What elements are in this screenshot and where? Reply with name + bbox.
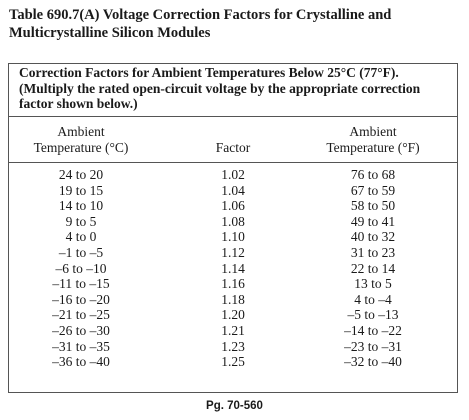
divider [9,116,457,117]
table-cell: 4 to 0 [65,229,97,245]
table-cell: 1.14 [221,260,245,276]
table-cell: 22 to 14 [350,260,396,276]
table-cell: 1.04 [221,182,245,198]
table-cell: 1.18 [221,291,245,307]
table-caption: Correction Factors for Ambient Temperatu… [19,65,421,111]
table-title: Table 690.7(A) Voltage Correction Factor… [9,7,392,41]
table-cell: 4 to –4 [354,291,392,307]
table-cell: –32 to –40 [344,354,402,370]
column-header: Ambient Temperature (°C) [6,124,156,156]
table-cell: 19 to 15 [58,182,104,198]
table-cell: 40 to 32 [350,229,396,245]
header-line: Ambient [57,124,105,139]
table-cell: –36 to –40 [52,354,110,370]
column-header: Ambient Temperature (°F) [298,124,448,156]
table: Correction Factors for Ambient Temperatu… [8,63,458,393]
page-number: Pg. 70-560 [206,400,263,412]
table-cell: 1.20 [221,307,245,323]
header-line: Temperature (°C) [33,140,129,155]
table-cell: 76 to 68 [350,167,396,182]
table-cell: –14 to –22 [344,323,402,338]
header-line: Factor [215,140,251,155]
header-line: Ambient [349,124,397,139]
table-cell: 49 to 41 [350,213,396,229]
table-cell: 1.02 [221,167,245,182]
table-cell: 31 to 23 [350,245,396,260]
table-cell: –21 to –25 [52,307,110,323]
table-cell: –11 to –15 [52,276,110,292]
table-cell: 1.23 [221,338,245,354]
table-cell: –31 to –35 [52,338,110,354]
table-cell: 1.12 [221,245,245,260]
header-line: Temperature (°F) [326,140,420,155]
column-header: Factor [158,140,308,156]
table-cell: 1.16 [221,276,245,292]
table-cell: 9 to 5 [65,213,97,229]
table-cell: –1 to –5 [58,245,104,260]
table-cell: –6 to –10 [55,260,107,276]
table-cell: 1.25 [221,354,245,370]
table-cell: –5 to –13 [347,307,399,323]
table-cell: –16 to –20 [52,291,110,307]
table-cell: –23 to –31 [344,338,402,354]
table-cell: 1.21 [221,323,245,338]
table-cell: 24 to 20 [58,167,104,182]
divider [9,162,457,163]
table-cell: 14 to 10 [58,198,104,214]
table-cell: –26 to –30 [52,323,110,338]
table-cell: 58 to 50 [350,198,396,214]
table-cell: 13 to 5 [354,276,392,292]
table-cell: 67 to 59 [350,182,396,198]
table-cell: 1.06 [221,198,245,214]
table-cell: 1.10 [221,229,245,245]
table-cell: 1.08 [221,213,245,229]
